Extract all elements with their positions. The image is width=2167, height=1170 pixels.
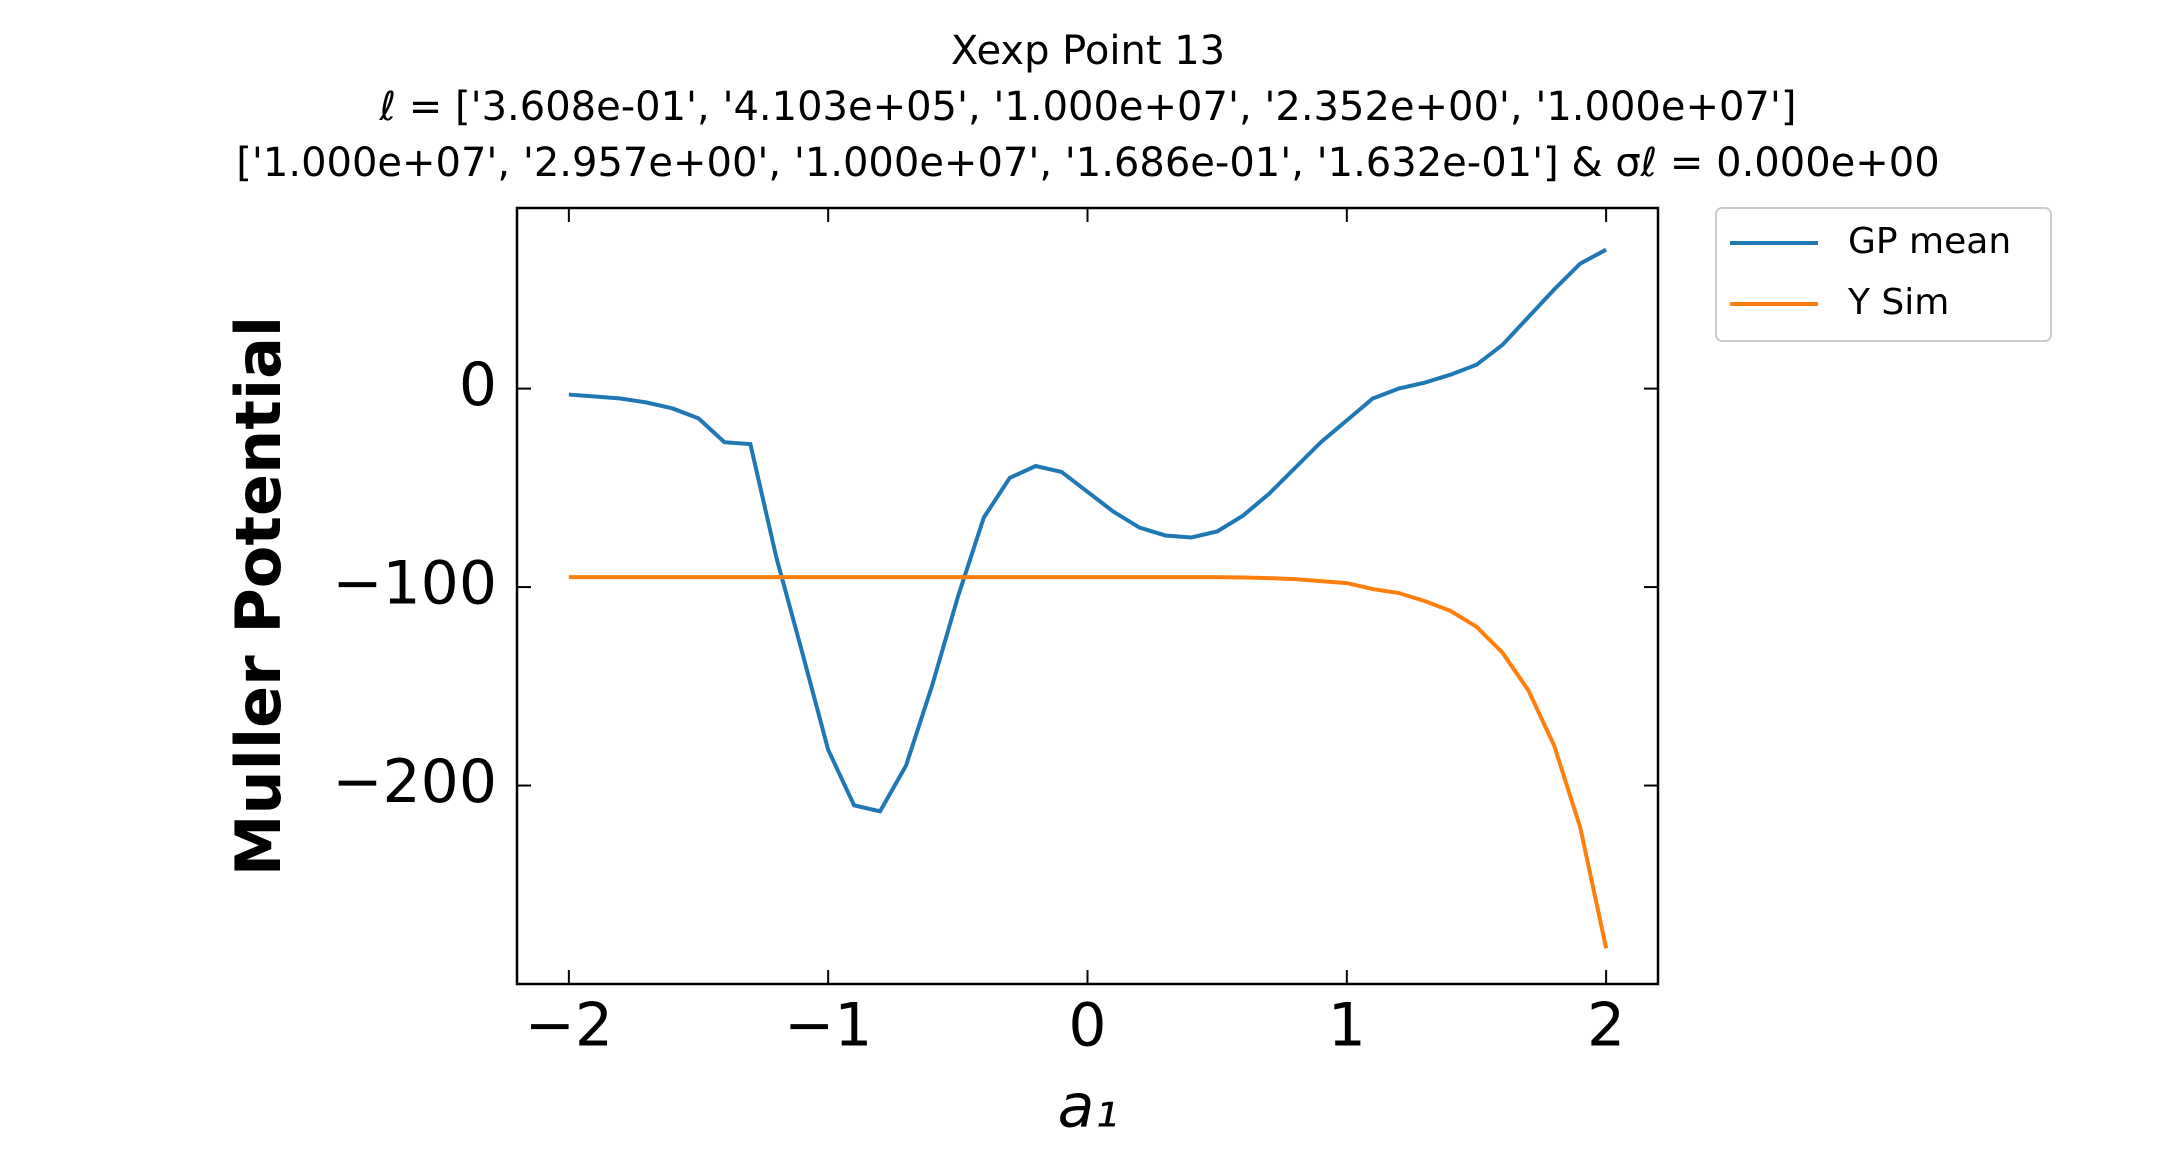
legend-label: Y Sim — [1847, 282, 1949, 323]
y-axis-label: Muller Potential — [222, 316, 295, 876]
line-series — [568, 575, 1609, 949]
y-tick-label: 0 — [459, 350, 497, 420]
chart-title: ['1.000e+07', '2.957e+00', '1.000e+07', … — [236, 140, 1939, 186]
x-tick-label: 0 — [1068, 991, 1106, 1061]
y-tick-label: −100 — [332, 549, 497, 619]
x-tick-label: −2 — [525, 991, 613, 1061]
plot-frame — [515, 206, 1660, 986]
y-tick-label: −200 — [332, 747, 497, 817]
x-tick-label: 2 — [1587, 991, 1625, 1061]
legend-label: GP mean — [1848, 221, 2011, 262]
x-tick-label: −1 — [784, 991, 872, 1061]
chart-title: Xexp Point 13 — [951, 28, 1225, 74]
chart-title: ℓ = ['3.608e-01', '4.103e+05', '1.000e+0… — [379, 84, 1797, 130]
line-series — [568, 247, 1608, 814]
x-tick-label: 1 — [1328, 991, 1366, 1061]
x-axis-label: a₁ — [1058, 1072, 1119, 1142]
